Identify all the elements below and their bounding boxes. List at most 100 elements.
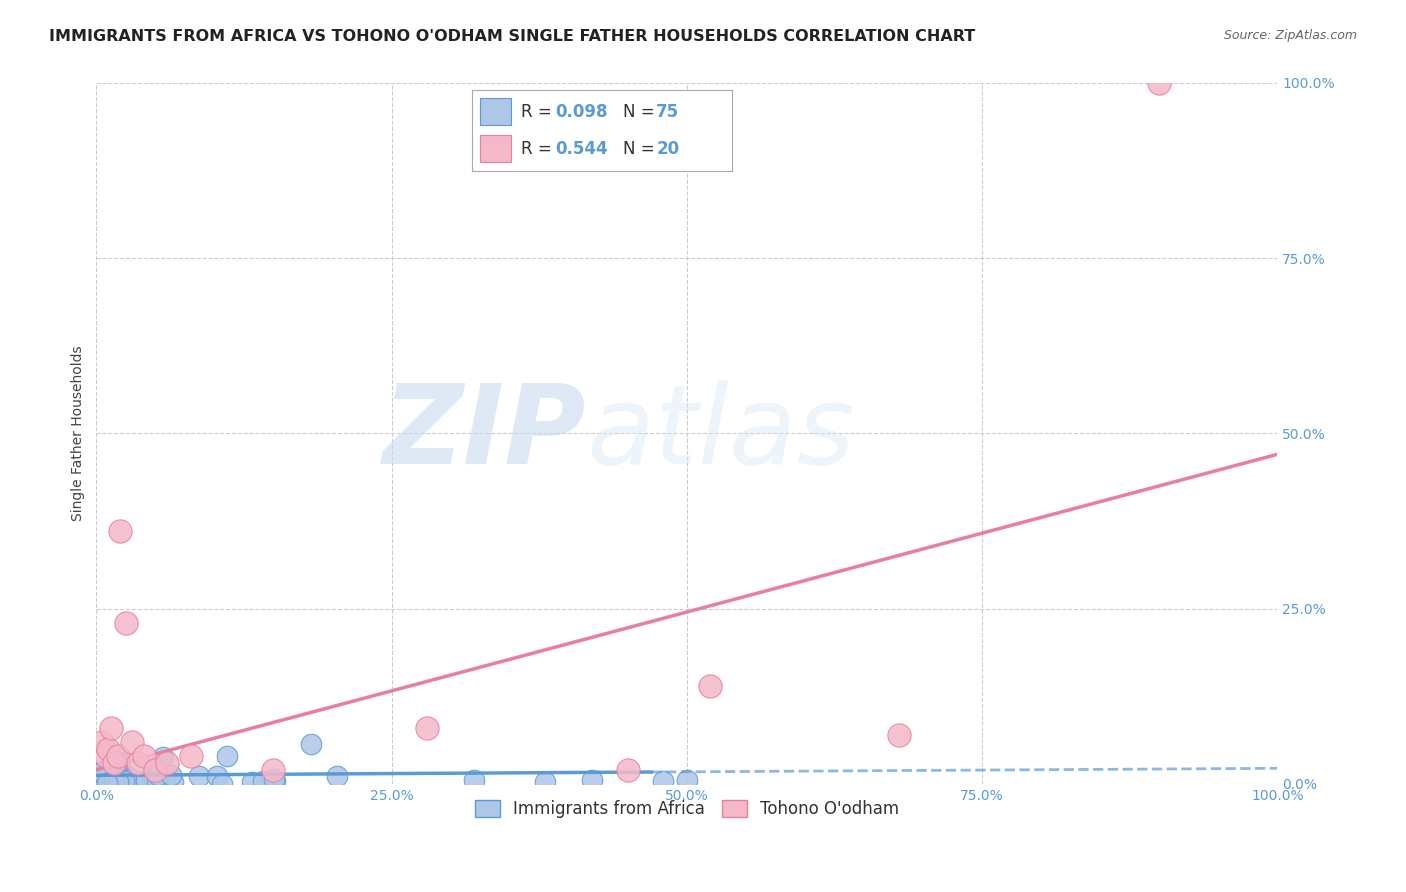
Point: [138, 772, 160, 787]
Point: [107, 775, 129, 789]
Point: [97, 772, 120, 787]
Text: Source: ZipAtlas.com: Source: ZipAtlas.com: [1223, 29, 1357, 42]
Point: [89, 764, 111, 779]
Point: [162, 775, 184, 789]
Legend: Immigrants from Africa, Tohono O'odham: Immigrants from Africa, Tohono O'odham: [468, 793, 905, 824]
Point: [121, 774, 143, 789]
Point: [112, 774, 135, 789]
Point: [96, 776, 118, 790]
Point: [103, 756, 125, 770]
Point: [114, 771, 136, 785]
Point: [240, 775, 263, 789]
Point: [127, 756, 149, 770]
Point: [107, 774, 129, 789]
Point: [100, 773, 122, 788]
Y-axis label: Single Father Households: Single Father Households: [72, 345, 86, 521]
Point: [581, 772, 603, 787]
Point: [156, 756, 179, 770]
Point: [325, 768, 347, 782]
Point: [121, 734, 143, 748]
Point: [100, 721, 122, 735]
Point: [263, 772, 285, 786]
Point: [93, 773, 115, 788]
Point: [1147, 76, 1170, 90]
Text: atlas: atlas: [586, 380, 855, 487]
Point: [100, 776, 122, 790]
Point: [87, 773, 110, 788]
Point: [117, 776, 139, 790]
Point: [100, 774, 122, 789]
Point: [146, 771, 169, 785]
Point: [299, 737, 322, 751]
Point: [100, 775, 122, 789]
Point: [160, 768, 183, 782]
Point: [87, 768, 110, 782]
Point: [146, 776, 169, 790]
Point: [86, 773, 108, 788]
Point: [120, 772, 142, 786]
Point: [93, 775, 115, 789]
Point: [104, 772, 127, 787]
Point: [252, 774, 274, 789]
Point: [136, 776, 159, 790]
Point: [114, 773, 136, 788]
Point: [107, 748, 129, 763]
Point: [180, 748, 202, 763]
Point: [110, 772, 132, 786]
Point: [90, 776, 112, 790]
Point: [145, 763, 167, 777]
Point: [889, 728, 911, 742]
Point: [93, 770, 115, 784]
Point: [211, 776, 233, 790]
Point: [263, 763, 285, 777]
Point: [98, 758, 121, 772]
Point: [155, 775, 177, 789]
Point: [616, 763, 638, 777]
Point: [463, 773, 485, 788]
Point: [89, 764, 111, 779]
Point: [86, 774, 108, 789]
Point: [152, 750, 174, 764]
Point: [105, 776, 128, 790]
Point: [91, 765, 114, 780]
Point: [534, 774, 557, 789]
Point: [105, 772, 128, 786]
Point: [97, 774, 120, 789]
Point: [101, 766, 124, 780]
Point: [108, 524, 131, 539]
Point: [91, 772, 114, 787]
Point: [122, 776, 145, 790]
Point: [86, 772, 108, 786]
Point: [205, 769, 228, 783]
Point: [103, 774, 125, 789]
Point: [135, 773, 157, 788]
Point: [416, 721, 439, 735]
Point: [97, 776, 120, 790]
Point: [217, 749, 239, 764]
Point: [132, 748, 155, 763]
Text: ZIP: ZIP: [382, 380, 586, 487]
Point: [96, 776, 118, 790]
Point: [115, 769, 138, 783]
Point: [115, 615, 138, 630]
Point: [89, 774, 111, 789]
Point: [264, 773, 287, 788]
Point: [105, 756, 128, 770]
Point: [699, 679, 721, 693]
Point: [97, 741, 120, 756]
Point: [93, 767, 115, 781]
Point: [111, 772, 134, 786]
Point: [107, 774, 129, 789]
Point: [91, 734, 114, 748]
Point: [101, 773, 124, 788]
Point: [652, 773, 675, 788]
Point: [187, 769, 209, 783]
Point: [94, 748, 117, 763]
Point: [675, 773, 697, 788]
Point: [87, 772, 110, 786]
Point: [103, 772, 125, 786]
Point: [150, 772, 173, 787]
Point: [108, 755, 131, 769]
Text: IMMIGRANTS FROM AFRICA VS TOHONO O'ODHAM SINGLE FATHER HOUSEHOLDS CORRELATION CH: IMMIGRANTS FROM AFRICA VS TOHONO O'ODHAM…: [49, 29, 976, 44]
Point: [90, 764, 112, 779]
